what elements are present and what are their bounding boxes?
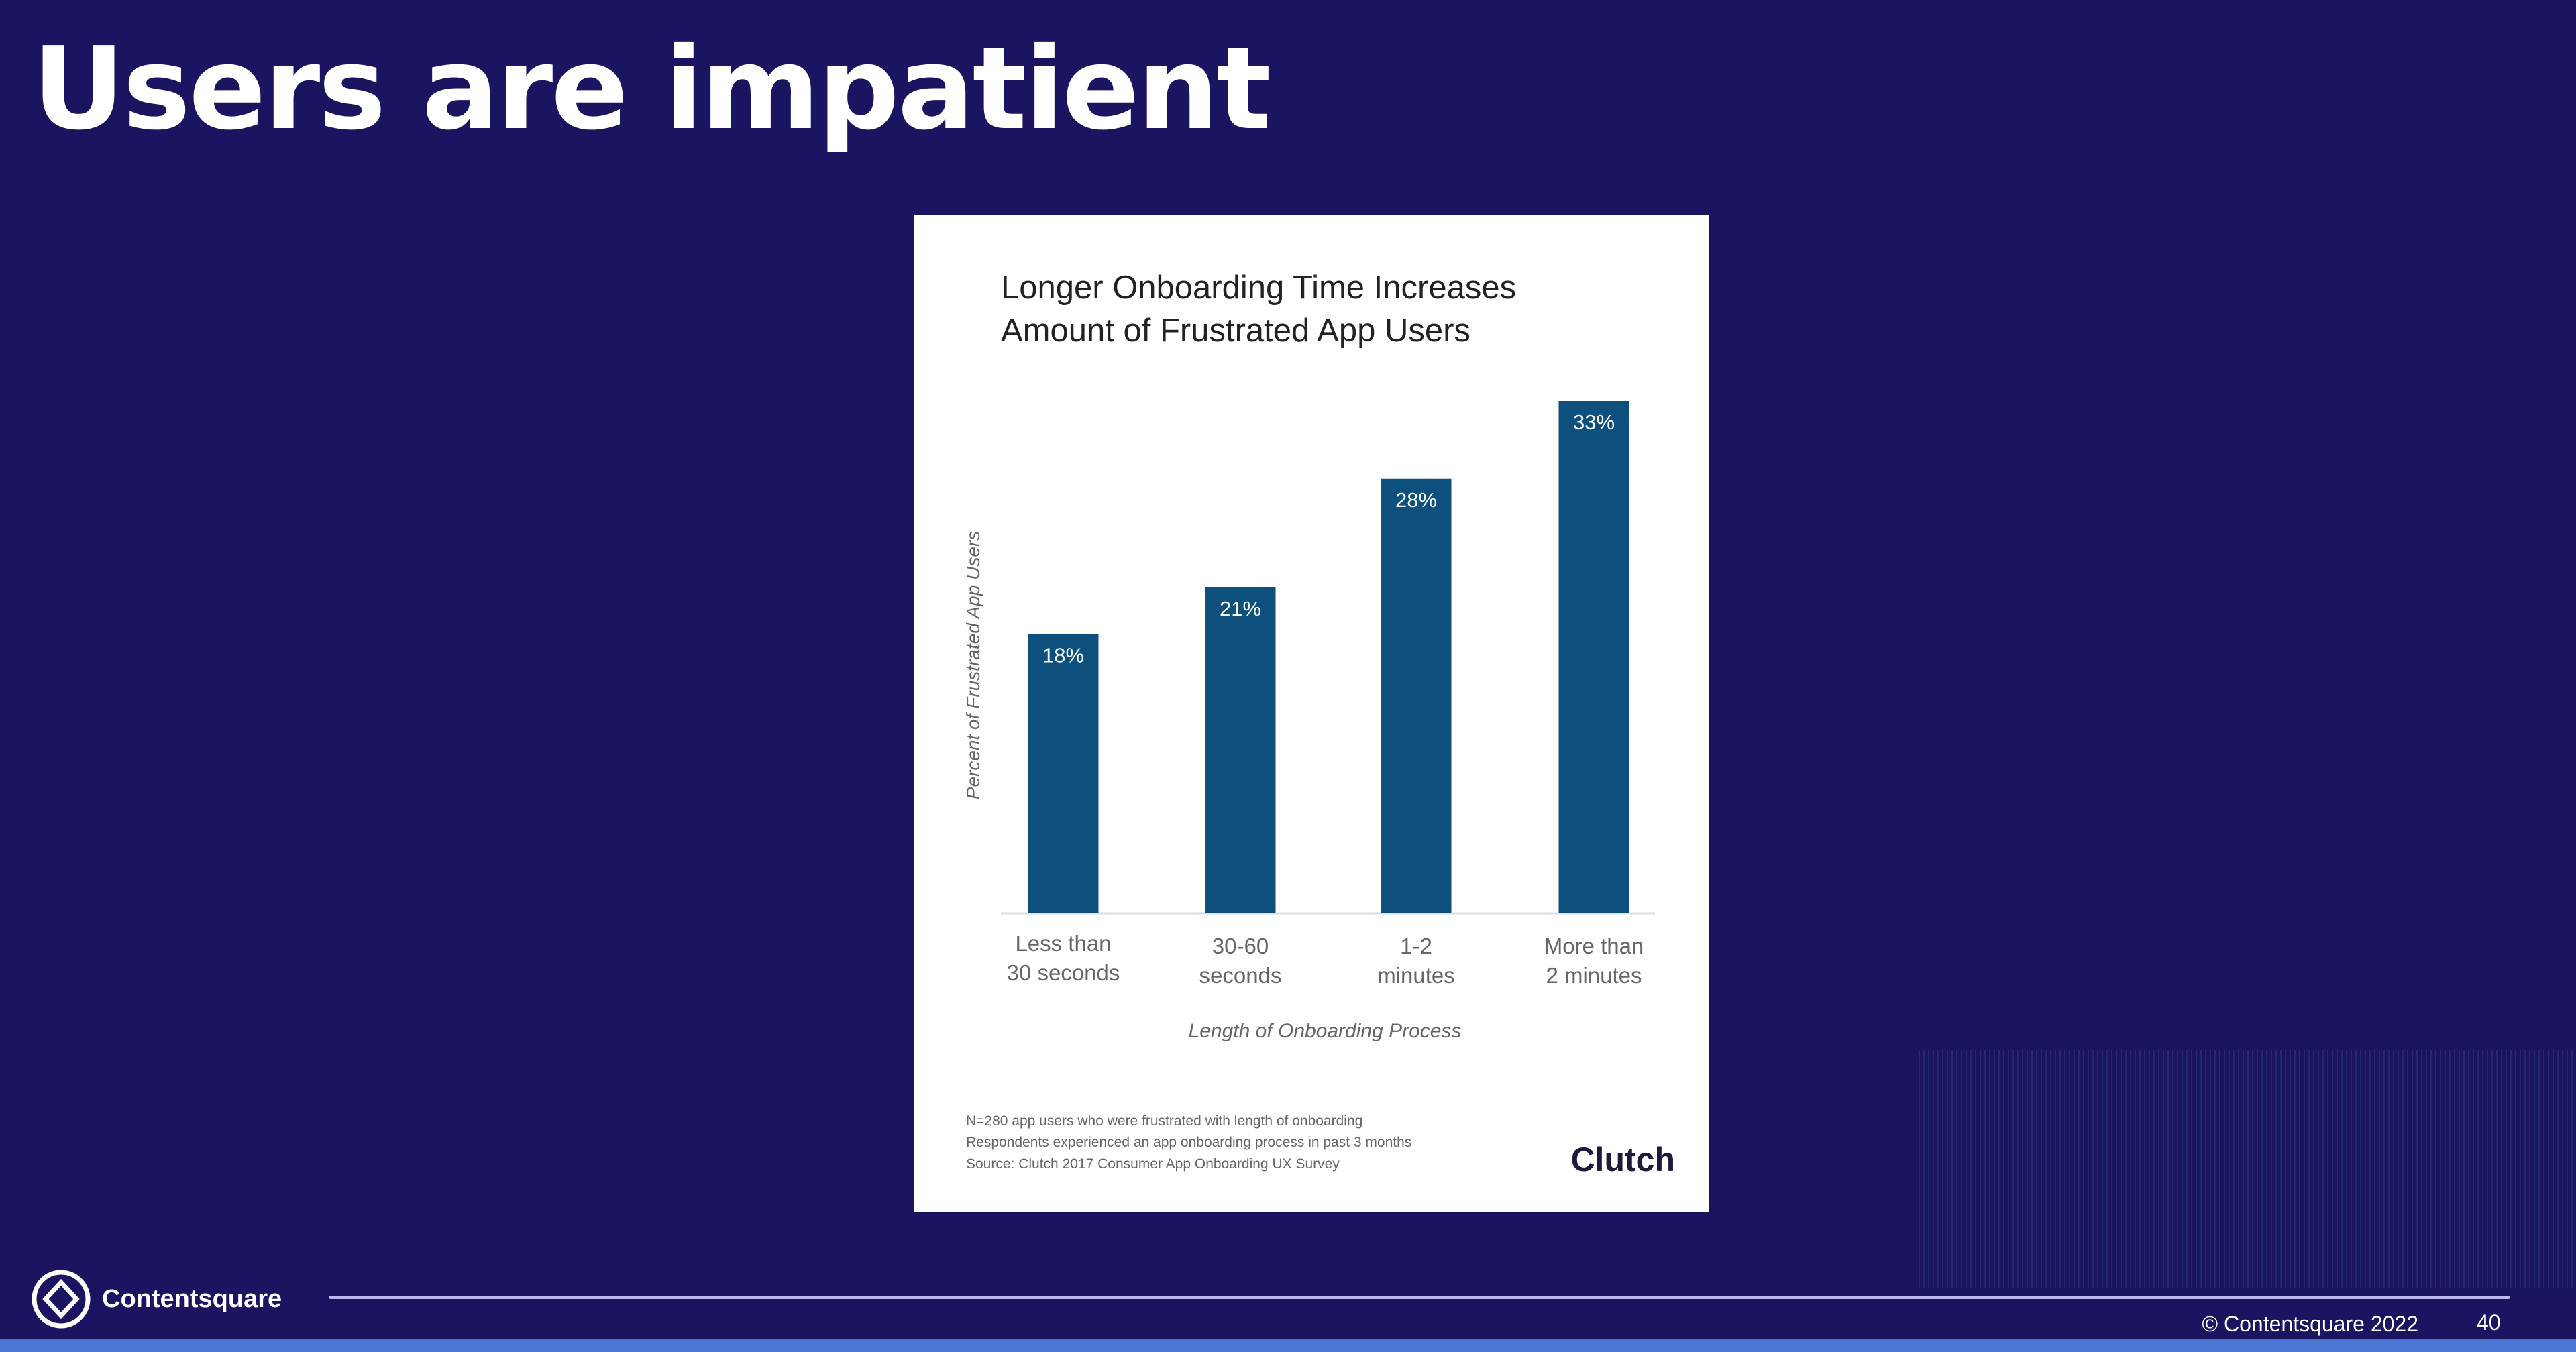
x-tick-label: seconds (1199, 963, 1282, 988)
copyright: © Contentsquare 2022 (2202, 1312, 2418, 1336)
background-decoration (1919, 1050, 2576, 1288)
y-axis-label: Percent of Frustrated App Users (963, 531, 983, 799)
x-tick-label: Less than (1015, 931, 1111, 956)
x-tick-label: minutes (1377, 963, 1455, 988)
x-tick-label: 1-2 (1400, 934, 1432, 958)
bar (1028, 634, 1099, 913)
footer-brand: Contentsquare (102, 1284, 282, 1313)
bar (1381, 478, 1452, 913)
bottom-strip (0, 1339, 2576, 1352)
bar-data-label: 33% (1573, 410, 1615, 434)
footnote-sample: N=280 app users who were frustrated with… (966, 1113, 1362, 1129)
x-tick-label: 2 minutes (1546, 963, 1642, 988)
contentsquare-logo-icon (32, 1270, 91, 1329)
chart-card: Longer Onboarding Time Increases Amount … (914, 215, 1709, 1212)
bar-chart: Longer Onboarding Time Increases Amount … (963, 270, 1675, 1178)
x-tick-label: 30 seconds (1007, 960, 1120, 985)
x-axis-label: Length of Onboarding Process (1189, 1020, 1462, 1042)
page-number: 40 (2477, 1310, 2501, 1335)
footnote-source: Source: Clutch 2017 Consumer App Onboard… (966, 1156, 1340, 1172)
chart-title-line-2: Amount of Frustrated App Users (1001, 313, 1470, 349)
bar-data-label: 18% (1042, 643, 1084, 667)
x-tick-label: More than (1544, 934, 1644, 958)
bar (1205, 587, 1276, 913)
bar-data-label: 28% (1395, 488, 1437, 512)
chart-title-line-1: Longer Onboarding Time Increases (1001, 270, 1516, 306)
slide-title: Users are impatient (32, 23, 1271, 156)
footnote-respondents: Respondents experienced an app onboardin… (966, 1135, 1411, 1150)
bar-data-label: 21% (1220, 597, 1261, 620)
x-tick-label: 30-60 (1212, 934, 1269, 958)
footer-logo: Contentsquare (31, 1269, 282, 1329)
bar (1558, 401, 1629, 913)
footer-divider (329, 1296, 2510, 1299)
clutch-logo: Clutch (1570, 1141, 1675, 1178)
